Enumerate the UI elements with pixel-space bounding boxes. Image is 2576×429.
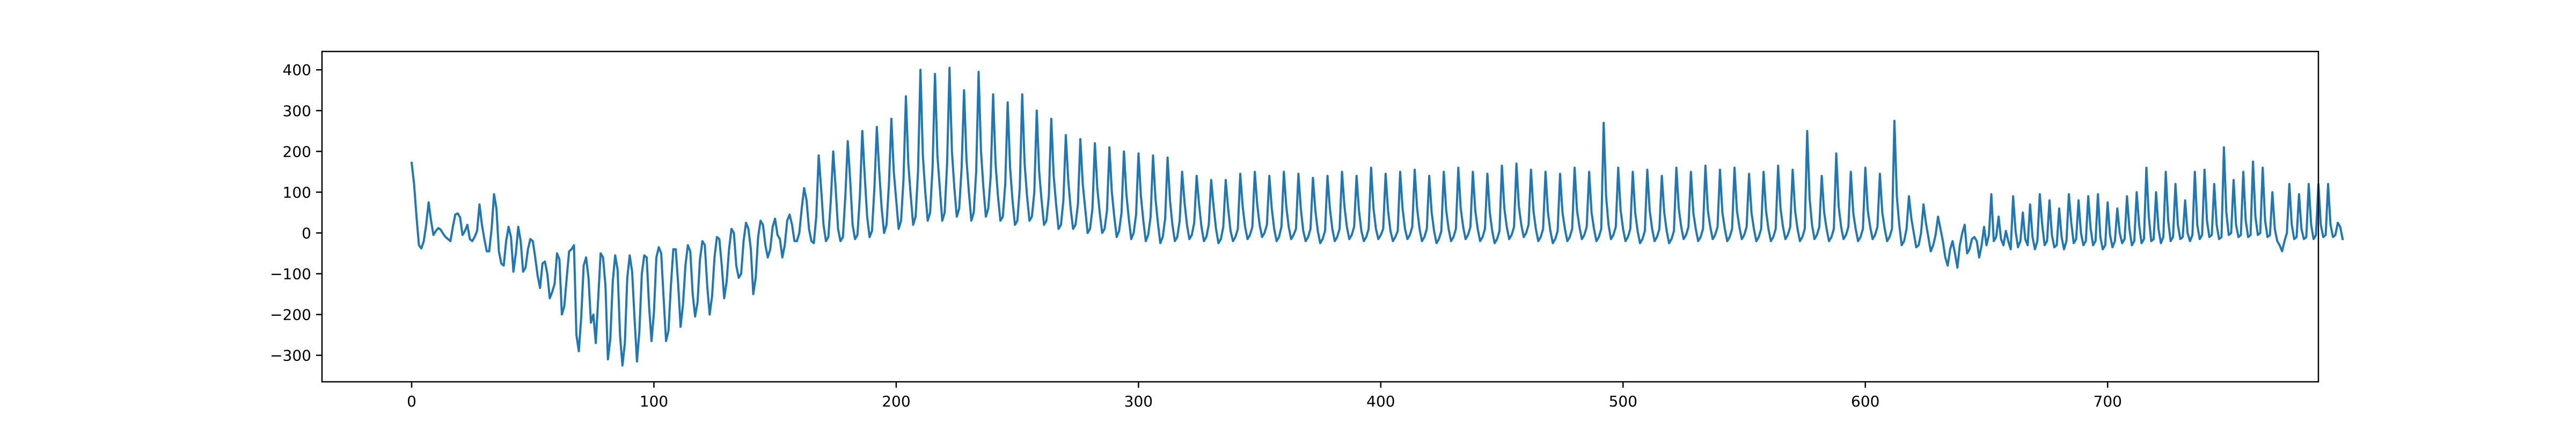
x-tick-label: 400 (1366, 393, 1395, 410)
x-tick-label: 500 (1609, 393, 1637, 410)
y-tick-label: 400 (283, 61, 311, 79)
x-axis: 0 100 200 300 400 500 600 700 (407, 382, 2122, 410)
plot-area (410, 66, 2344, 367)
y-tick-label: 200 (283, 143, 311, 160)
axes-frame (321, 50, 2319, 383)
x-tick-label: 300 (1124, 393, 1153, 410)
y-tick-label: 300 (283, 102, 311, 120)
y-tick-label: −100 (270, 265, 311, 283)
x-tick-label: 0 (407, 393, 416, 410)
y-tick-label: −300 (270, 347, 311, 365)
y-tick-label: −200 (270, 306, 311, 324)
y-tick-label: 100 (283, 183, 311, 201)
x-tick-label: 700 (2094, 393, 2122, 410)
x-tick-label: 200 (882, 393, 910, 410)
y-tick-label: 0 (302, 224, 311, 242)
y-axis: −300 −200 −100 0 100 200 300 400 (270, 61, 322, 365)
series-line (410, 66, 2344, 367)
x-tick-label: 100 (640, 393, 668, 410)
x-tick-label: 600 (1851, 393, 1879, 410)
